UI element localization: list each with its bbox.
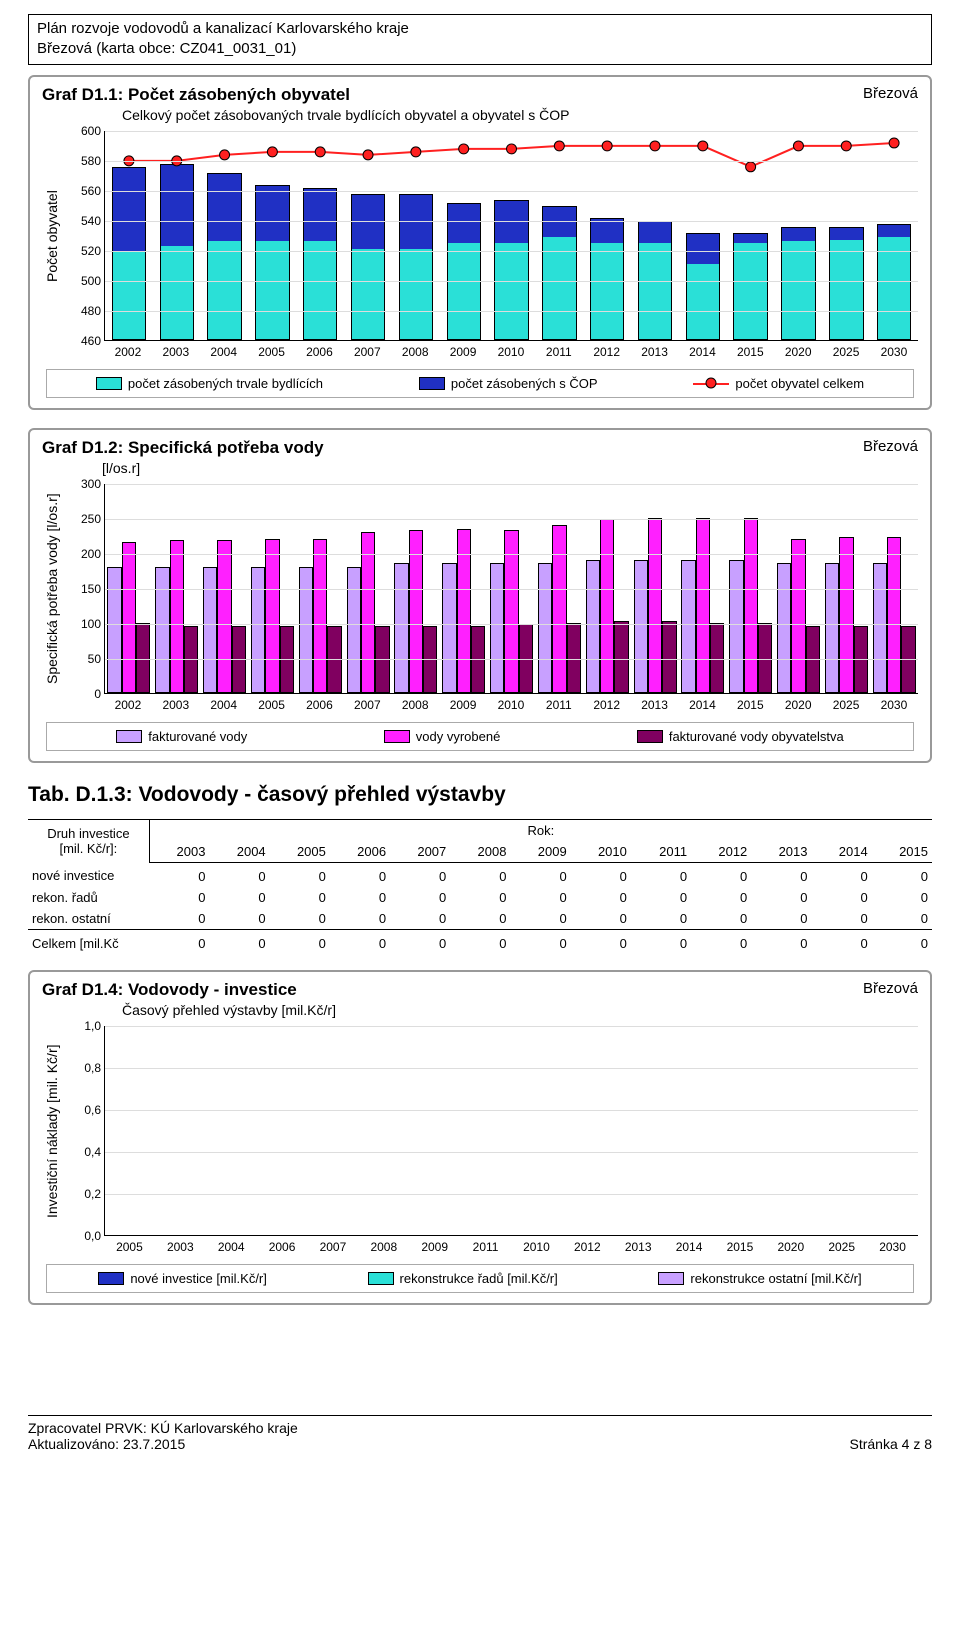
page-footer: Zpracovatel PRVK: KÚ Karlovarského kraje… (28, 1415, 932, 1452)
chart2-subtitle: [l/os.r] (102, 460, 918, 476)
chart2-location: Březová (863, 438, 918, 455)
table-body: nové investice0000000000000rekon. řadů00… (28, 862, 932, 929)
table-header-left1: Druh investice (47, 826, 129, 841)
header-line2: Březová (karta obce: CZ041_0031_01) (37, 39, 923, 59)
chart1-legend: počet zásobených trvale bydlících počet … (46, 369, 914, 398)
investice-table: Druh investice [mil. Kč/r]: Rok: 2003200… (28, 819, 932, 954)
chart-d1-1: Graf D1.1: Počet zásobených obyvatel Bře… (28, 75, 932, 410)
table-total-row: Celkem [mil.Kč0000000000000 (28, 929, 932, 954)
table-header-left2: [mil. Kč/r]: (59, 841, 117, 856)
legend-celkem: počet obyvatel celkem (693, 376, 864, 391)
chart-d1-2: Graf D1.2: Specifická potřeba vody Březo… (28, 428, 932, 763)
legend-obyvatelstva: fakturované vody obyvatelstva (637, 729, 844, 744)
chart2-plot: 050100150200250300 (104, 484, 918, 694)
legend-nove-label: nové investice [mil.Kč/r] (130, 1271, 267, 1286)
chart1-subtitle: Celkový počet zásobovaných trvale bydlíc… (122, 107, 918, 123)
swatch-trvale (96, 377, 122, 390)
chart4-xticks: 2005200320042006200720082009201120102012… (104, 1240, 918, 1254)
chart4-legend: nové investice [mil.Kč/r] rekonstrukce ř… (46, 1264, 914, 1293)
swatch-celkem (693, 378, 729, 388)
legend-ostatni-label: rekonstrukce ostatní [mil.Kč/r] (690, 1271, 861, 1286)
chart2-xticks: 2002200320042005200620072008200920102011… (104, 698, 918, 712)
legend-nove: nové investice [mil.Kč/r] (98, 1271, 267, 1286)
legend-vyrobene: vody vyrobené (384, 729, 501, 744)
table-rok-label: Rok: (149, 819, 932, 841)
chart4-plot: 0,00,20,40,60,81,0 (104, 1026, 918, 1236)
legend-trvale: počet zásobených trvale bydlících (96, 376, 323, 391)
chart4-subtitle: Časový přehled výstavby [mil.Kč/r] (122, 1002, 918, 1018)
table-title: Tab. D.1.3: Vodovody - časový přehled vý… (28, 783, 932, 807)
chart-d1-4: Graf D1.4: Vodovody - investice Březová … (28, 970, 932, 1305)
legend-fakturovane: fakturované vody (116, 729, 247, 744)
swatch-nove (98, 1272, 124, 1285)
legend-ostatni: rekonstrukce ostatní [mil.Kč/r] (658, 1271, 861, 1286)
table-header-left: Druh investice [mil. Kč/r]: (28, 819, 149, 862)
chart2-legend: fakturované vody vody vyrobené fakturova… (46, 722, 914, 751)
chart2-title: Graf D1.2: Specifická potřeba vody (42, 438, 324, 458)
chart1-xticks: 2002200320042005200620072008200920102011… (104, 345, 918, 359)
chart1-title: Graf D1.1: Počet zásobených obyvatel (42, 85, 350, 105)
footer-left2: Aktualizováno: 23.7.2015 (28, 1436, 298, 1452)
chart1-plot: 460480500520540560580600 (104, 131, 918, 341)
swatch-vyrobene (384, 730, 410, 743)
swatch-radu (368, 1272, 394, 1285)
legend-radu-label: rekonstrukce řadů [mil.Kč/r] (400, 1271, 558, 1286)
page-header: Plán rozvoje vodovodů a kanalizací Karlo… (28, 14, 932, 65)
swatch-fakturovane (116, 730, 142, 743)
legend-celkem-label: počet obyvatel celkem (735, 376, 864, 391)
chart2-ylabel: Specifická potřeba vody [l/os.r] (42, 484, 64, 694)
legend-cop-label: počet zásobených s ČOP (451, 376, 598, 391)
table-year-row: 2003200420052006200720082009201020112012… (28, 841, 932, 863)
swatch-obyvatelstva (637, 730, 663, 743)
legend-radu: rekonstrukce řadů [mil.Kč/r] (368, 1271, 558, 1286)
footer-right: Stránka 4 z 8 (850, 1436, 933, 1452)
swatch-ostatni (658, 1272, 684, 1285)
footer-left1: Zpracovatel PRVK: KÚ Karlovarského kraje (28, 1420, 298, 1436)
header-line1: Plán rozvoje vodovodů a kanalizací Karlo… (37, 19, 923, 39)
chart1-ylabel: Počet obyvatel (42, 131, 64, 341)
legend-trvale-label: počet zásobených trvale bydlících (128, 376, 323, 391)
chart4-location: Březová (863, 980, 918, 997)
legend-vyrobene-label: vody vyrobené (416, 729, 501, 744)
legend-fakturovane-label: fakturované vody (148, 729, 247, 744)
chart4-ylabel: Investiční náklady [mil. Kč/r] (42, 1026, 64, 1236)
legend-obyvatelstva-label: fakturované vody obyvatelstva (669, 729, 844, 744)
legend-cop: počet zásobených s ČOP (419, 376, 598, 391)
swatch-cop (419, 377, 445, 390)
chart4-title: Graf D1.4: Vodovody - investice (42, 980, 297, 1000)
chart1-location: Březová (863, 85, 918, 102)
